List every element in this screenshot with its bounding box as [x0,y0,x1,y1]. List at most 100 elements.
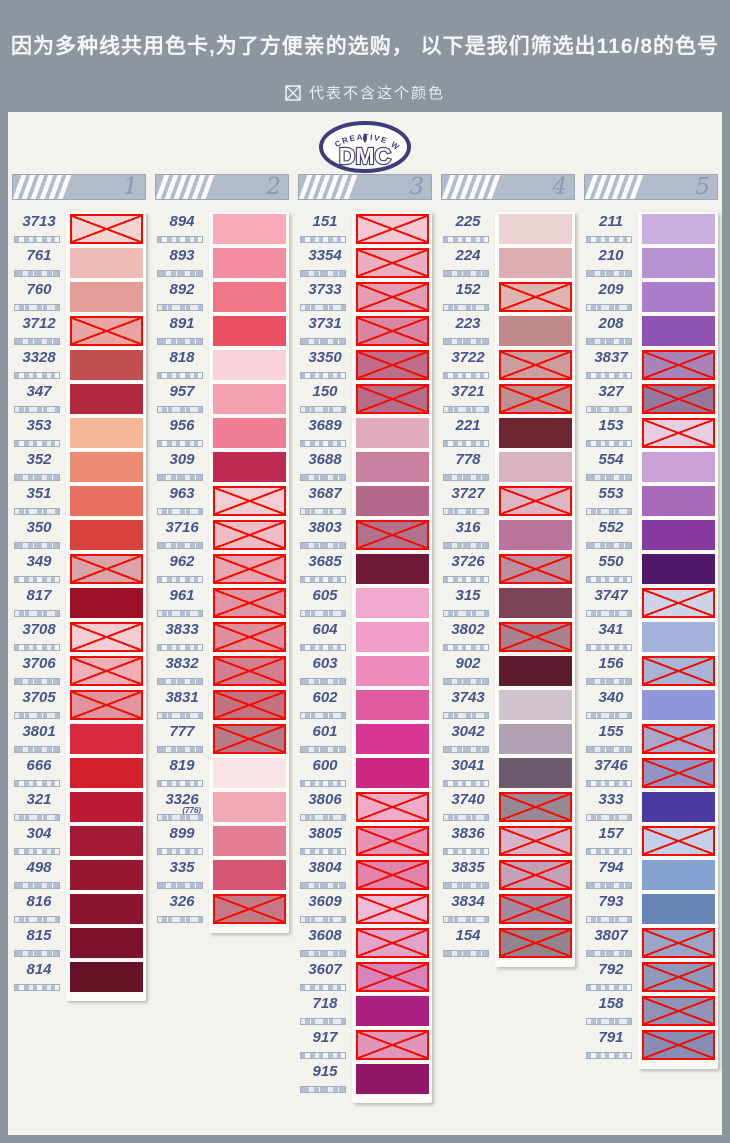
thread-code: 819 [169,757,195,774]
thread-swatch [499,452,572,482]
thread-swatch [213,758,286,788]
thread-row: 3687 [298,484,432,518]
usage-meter [443,304,489,311]
thread-code: 3740 [451,791,485,808]
thread-row: 3708 [12,620,146,654]
usage-meter [157,338,203,345]
thread-swatch [70,792,143,822]
thread-swatch-cell [352,1062,432,1096]
thread-swatch-excluded [499,350,572,380]
usage-meter [300,984,346,991]
thread-swatch-cell [66,314,146,348]
thread-swatch [356,554,429,584]
thread-swatch-cell [495,212,575,246]
thread-code: 3727 [451,485,485,502]
thread-row: 3722 [441,348,575,382]
thread-label-area: 3802 [441,620,495,654]
usage-meter [14,916,60,923]
thread-label-area: 602 [298,688,352,722]
thread-code: 333 [598,791,624,808]
thread-row: 335 [155,858,289,892]
thread-code: 3354 [308,247,342,264]
thread-swatch [499,214,572,244]
thread-row: 816 [12,892,146,926]
thread-row: 327 [584,382,718,416]
thread-swatch [642,282,715,312]
usage-meter [300,1018,346,1025]
thread-label-area: 3831 [155,688,209,722]
thread-swatch-excluded [213,588,286,618]
thread-swatch-cell [209,790,289,824]
thread-swatch-excluded [356,928,429,958]
thread-row: 3803 [298,518,432,552]
thread-row: 3608 [298,926,432,960]
thread-swatch-excluded [213,894,286,924]
usage-meter [443,474,489,481]
thread-row: 3746 [584,756,718,790]
thread-code: 604 [312,621,338,638]
thread-label-area: 553 [584,484,638,518]
thread-code: 3804 [308,859,342,876]
thread-swatch [642,792,715,822]
thread-swatch-cell [638,790,718,824]
thread-code: 894 [169,213,195,230]
thread-row: 3712 [12,314,146,348]
thread-row: 793 [584,892,718,926]
thread-code: 3747 [594,587,628,604]
thread-code: 550 [598,553,624,570]
usage-meter [14,304,60,311]
thread-label-area: 3042 [441,722,495,756]
column-header: 1 [12,174,146,200]
thread-swatch-excluded [356,1030,429,1060]
thread-swatch-cell [352,314,432,348]
usage-meter [443,576,489,583]
thread-swatch-excluded [356,384,429,414]
thread-code: 3688 [308,451,342,468]
thread-swatch [70,384,143,414]
usage-meter [157,712,203,719]
thread-swatch [499,248,572,278]
usage-meter [300,950,346,957]
thread-row: 963 [155,484,289,518]
page-title: 因为多种线共用色卡,为了方便亲的选购， 以下是我们筛选出116/8的色号 [10,35,720,58]
thread-row: 3328 [12,348,146,382]
thread-swatch-cell [66,722,146,756]
thread-code: 777 [169,723,195,740]
thread-code: 961 [169,587,195,604]
thread-code: 225 [455,213,481,230]
thread-swatch-excluded [356,316,429,346]
thread-row: 891 [155,314,289,348]
usage-meter [157,304,203,311]
thread-label-area: 894 [155,212,209,246]
thread-swatch-cell [495,620,575,654]
thread-code: 957 [169,383,195,400]
thread-label-area: 327 [584,382,638,416]
thread-code: 498 [26,859,52,876]
thread-swatch-excluded [642,350,715,380]
thread-swatch-excluded [356,350,429,380]
thread-row: 3727 [441,484,575,518]
thread-row: 3705 [12,688,146,722]
usage-meter [443,950,489,957]
thread-swatch [70,282,143,312]
thread-row: 956 [155,416,289,450]
thread-row: 3689 [298,416,432,450]
thread-swatch-cell [638,654,718,688]
thread-row: 3721 [441,382,575,416]
thread-code: 600 [312,757,338,774]
thread-label-area: 961 [155,586,209,620]
thread-swatch-excluded [499,554,572,584]
thread-code: 3836 [451,825,485,842]
thread-code: 3837 [594,349,628,366]
thread-row: 604 [298,620,432,654]
thread-row: 3607 [298,960,432,994]
thread-swatch-cell [66,348,146,382]
thread-label-area: 550 [584,552,638,586]
thread-swatch-cell [66,212,146,246]
usage-meter [14,474,60,481]
usage-meter [586,916,632,923]
thread-swatch-cell [352,416,432,450]
thread-label-area: 3801 [12,722,66,756]
thread-swatch-cell [495,314,575,348]
thread-label-area: 352 [12,450,66,484]
